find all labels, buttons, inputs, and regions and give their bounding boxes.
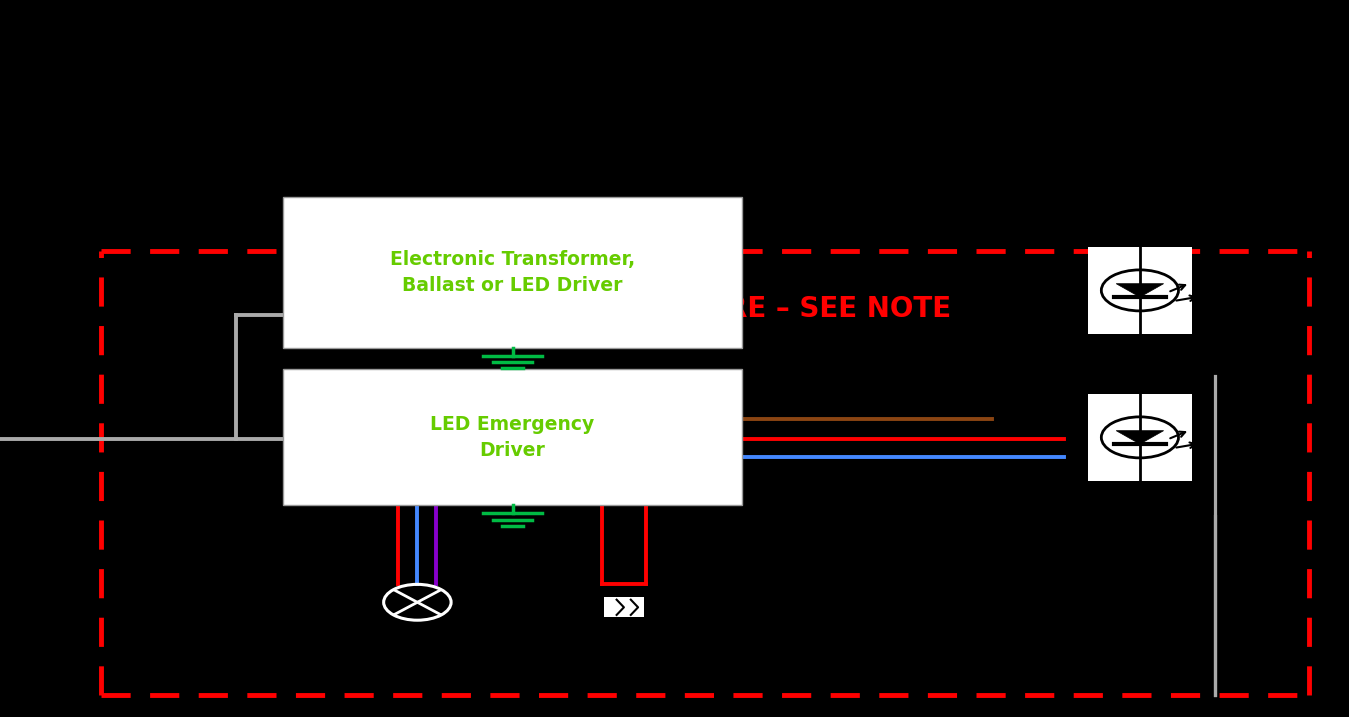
Polygon shape: [1116, 284, 1164, 297]
FancyBboxPatch shape: [1087, 247, 1193, 334]
FancyBboxPatch shape: [283, 197, 742, 348]
Text: LED Emergency
Driver: LED Emergency Driver: [430, 414, 595, 460]
FancyBboxPatch shape: [283, 369, 742, 505]
FancyBboxPatch shape: [1087, 394, 1193, 480]
Polygon shape: [1116, 431, 1164, 444]
Text: EXISTING FIXTURE – SEE NOTE: EXISTING FIXTURE – SEE NOTE: [479, 295, 951, 323]
FancyBboxPatch shape: [603, 597, 643, 617]
Text: Electronic Transformer,
Ballast or LED Driver: Electronic Transformer, Ballast or LED D…: [390, 250, 635, 295]
